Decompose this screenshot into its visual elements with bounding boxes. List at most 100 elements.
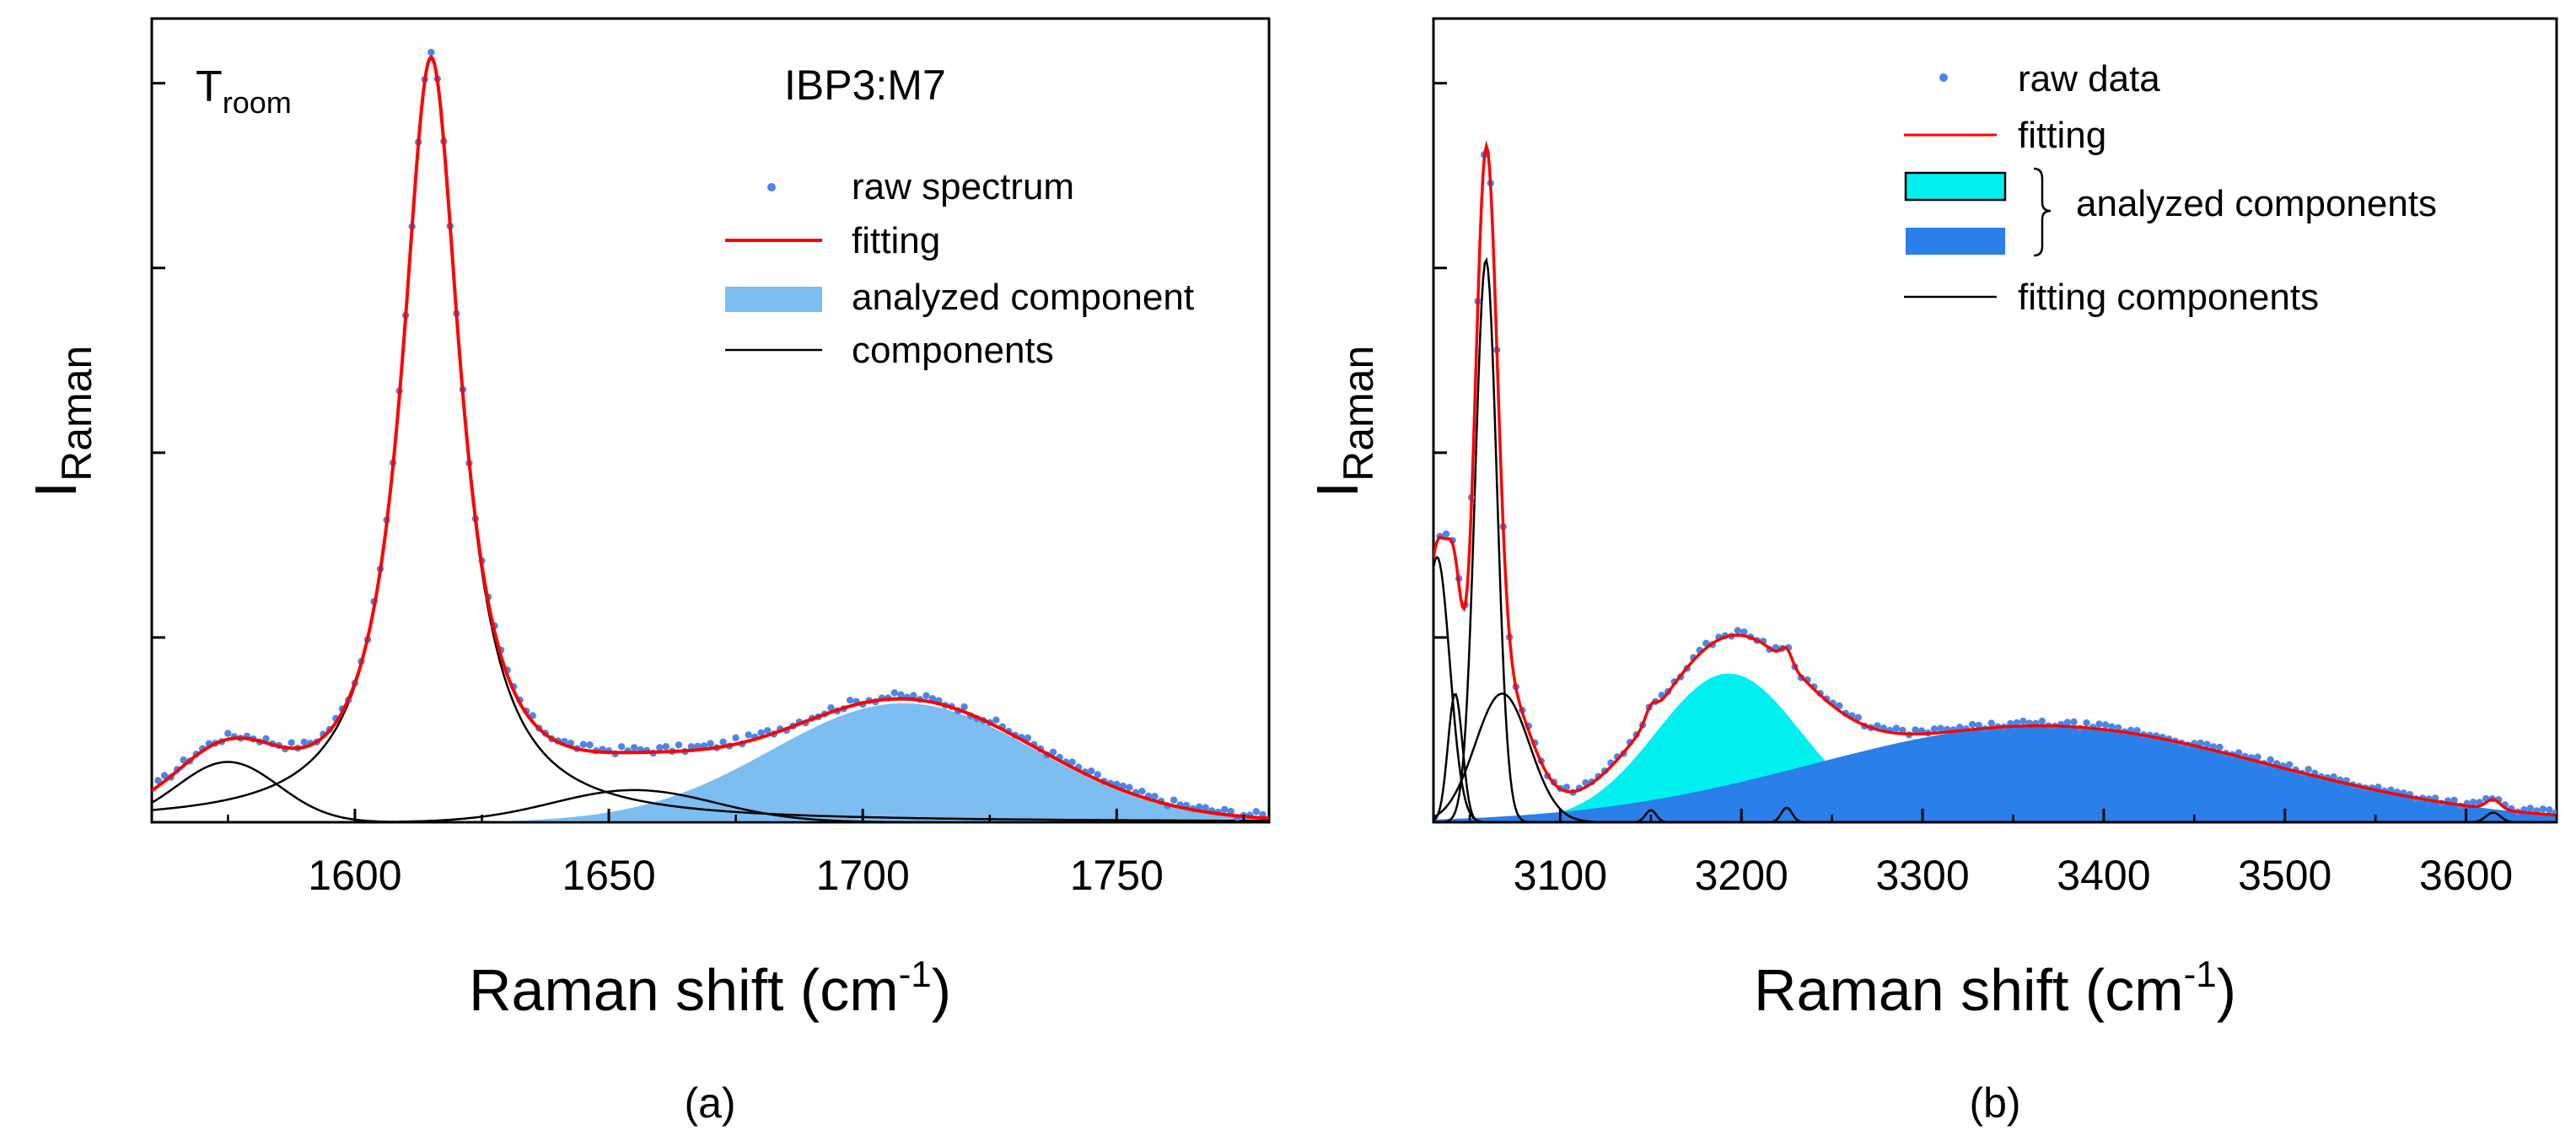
- raw-point: [1196, 803, 1203, 810]
- y-axis-label-b: IRaman: [1304, 346, 1382, 498]
- panel-b: 3100 3200 3300 3400 3500 3600 Raman shift (cm…: [1304, 17, 2558, 1127]
- raw-point: [1987, 719, 1995, 727]
- raw-point: [1126, 783, 1133, 791]
- raw-point: [2330, 773, 2337, 781]
- raw-point: [757, 729, 765, 737]
- fitting-curve-b: [1433, 140, 2557, 817]
- raw-point: [160, 772, 169, 779]
- x-ticks-a: 1600 1650 1700 1750: [227, 809, 1245, 899]
- x-tick-label: 1650: [562, 852, 655, 899]
- plot-frame-a: [150, 17, 1271, 824]
- panel-a: 1600 1650 1700 1750 Raman shift (cm-1) IRam…: [23, 17, 1271, 1127]
- x-axis-label-a: Raman shift (cm-1): [469, 954, 951, 1023]
- legend-b: raw data fitting analyzed components fit…: [1904, 58, 2437, 318]
- legend-raw-marker-b: [1939, 73, 1948, 82]
- raw-point: [2038, 717, 2046, 725]
- raw-point: [897, 691, 905, 698]
- x-tick-label: 1600: [308, 852, 401, 899]
- raw-point: [890, 689, 899, 697]
- raw-spectrum-points-a: [154, 48, 1266, 821]
- raw-point: [1202, 804, 1209, 811]
- legend-raw-label-a: raw spectrum: [852, 166, 1074, 207]
- component-curve-2: [152, 57, 1269, 822]
- raw-point: [827, 704, 835, 712]
- raw-point: [2450, 796, 2458, 805]
- raw-point: [2526, 805, 2534, 812]
- raw-point: [2114, 724, 2122, 732]
- raw-point: [2197, 739, 2204, 747]
- raw-point: [262, 735, 270, 743]
- x-tick-label: 1750: [1070, 852, 1164, 899]
- raw-point: [764, 727, 772, 735]
- series-group-a: [152, 48, 1269, 822]
- analyzed-component-area-1: [1433, 673, 2557, 822]
- x-tick-label: 3400: [2057, 852, 2150, 899]
- raw-point: [732, 734, 739, 742]
- raw-point: [2539, 805, 2547, 813]
- fitting-components-a: [152, 57, 1269, 822]
- raw-point: [910, 692, 917, 699]
- raw-point: [2070, 718, 2078, 726]
- raw-point: [1562, 783, 1571, 791]
- raw-point: [656, 744, 664, 751]
- raw-point: [2235, 749, 2243, 756]
- raw-point: [2203, 740, 2211, 748]
- x-tick-label: 3300: [1875, 852, 1969, 899]
- legend-analyzed2-swatch-b: [1906, 228, 2005, 255]
- raw-point: [2546, 806, 2553, 814]
- raw-point: [1138, 788, 1146, 795]
- raw-point: [1227, 808, 1235, 815]
- raw-point: [1094, 771, 1101, 778]
- raw-point: [2470, 799, 2477, 806]
- raw-point: [1955, 724, 1964, 731]
- legend-raw-label-b: raw data: [2018, 58, 2160, 100]
- raw-point: [2013, 719, 2020, 727]
- raw-point: [180, 756, 187, 764]
- raw-point: [1975, 721, 1982, 729]
- raw-point: [2254, 753, 2261, 761]
- x-tick-label: 3100: [1514, 852, 1607, 899]
- raw-point: [675, 741, 683, 749]
- legend-analyzed-swatch-a: [725, 287, 822, 312]
- raw-point: [224, 729, 232, 737]
- raw-point: [1024, 734, 1032, 742]
- series-group-b: [1433, 140, 2557, 822]
- raw-point: [2095, 720, 2103, 728]
- legend-raw-marker-a: [767, 183, 776, 191]
- y-ticks-a: [152, 82, 165, 639]
- raw-point: [2216, 743, 2224, 751]
- raw-point: [1740, 628, 1748, 636]
- legend-analyzed1-swatch-b: [1904, 171, 2007, 202]
- raw-point: [1442, 530, 1450, 538]
- raw-point: [2285, 761, 2294, 768]
- raw-point: [1119, 782, 1127, 790]
- raw-point: [586, 741, 594, 749]
- legend-fit-label-a: fitting: [852, 220, 940, 261]
- x-tick-label: 3500: [2238, 852, 2331, 899]
- raw-point: [719, 738, 727, 745]
- raw-point: [617, 743, 626, 751]
- component-curve-1: [152, 761, 1269, 822]
- raw-point: [960, 703, 968, 711]
- raw-point: [1151, 793, 1159, 800]
- raw-point: [1088, 767, 1095, 775]
- legend-bracket-b: [2033, 167, 2052, 257]
- legend-analyzed-label-a: analyzed component: [852, 277, 1194, 318]
- panel-label-b: (b): [1969, 1079, 2020, 1127]
- raw-point: [922, 692, 930, 700]
- raw-point: [1170, 796, 1178, 804]
- x-tick-label: 3200: [1695, 852, 1788, 899]
- raw-point: [1874, 722, 1881, 729]
- legend-a: raw spectrum fitting analyzed component …: [725, 166, 1194, 371]
- raw-point: [1854, 713, 1862, 722]
- raw-point: [707, 740, 714, 747]
- raw-point: [2133, 727, 2141, 735]
- raw-point: [631, 744, 638, 751]
- temperature-label-a: Troom: [196, 62, 292, 120]
- legend-fit-label-b: fitting: [2018, 115, 2106, 156]
- raw-point: [288, 739, 295, 746]
- y-ticks-b: [1433, 82, 1447, 639]
- y-axis-label-a: IRaman: [23, 346, 100, 498]
- x-axis-label-b: Raman shift (cm-1): [1754, 954, 2236, 1023]
